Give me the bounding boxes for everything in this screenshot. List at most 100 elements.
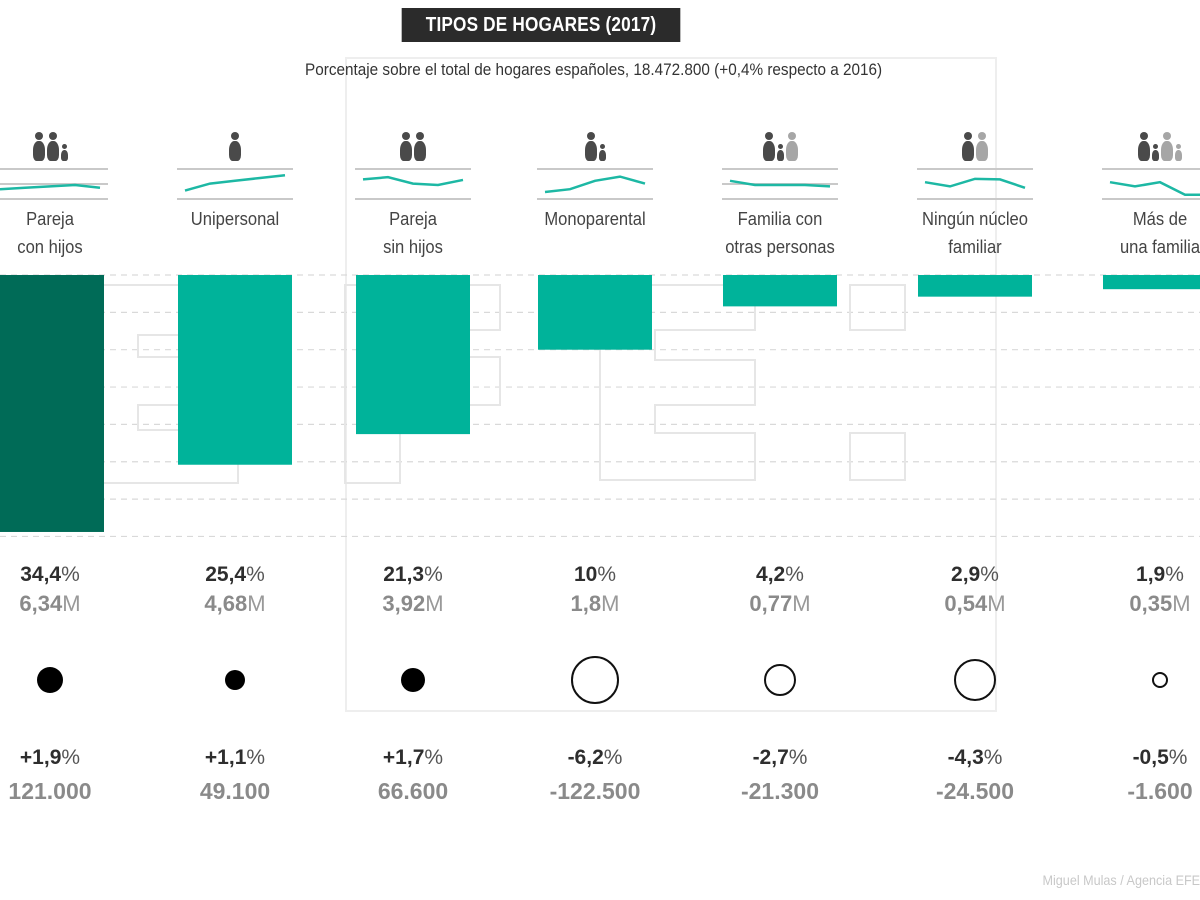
change-label: +1,7% 66.600 <box>328 745 498 811</box>
person-icon <box>1138 132 1150 161</box>
bar-unipersonal <box>178 275 292 465</box>
change-percent-unit: % <box>983 746 1003 769</box>
person-icon <box>414 132 426 161</box>
share-percent-unit: % <box>785 563 804 586</box>
value-label: 25,4% 4,68M <box>150 562 320 620</box>
bars <box>0 275 1200 532</box>
increase-dot-icon <box>401 668 425 692</box>
change-percent-value: +1,9 <box>19 746 62 769</box>
sparkline <box>355 168 471 200</box>
multiple-families-icon <box>1075 125 1200 161</box>
increase-dot-icon <box>37 667 63 693</box>
single-person-icon <box>150 125 320 161</box>
households-count: 3,92M <box>328 588 498 620</box>
change-indicator <box>1075 655 1200 705</box>
share-percent: 34,4% <box>0 562 135 588</box>
households-count-unit: M <box>601 591 620 616</box>
person-icon <box>598 144 606 161</box>
category-label: Ningún núcleo familiar <box>897 205 1053 261</box>
sparkline-trend <box>924 177 1026 189</box>
change-absolute: -24.500 <box>935 778 1014 804</box>
households-count: 0,35M <box>1075 588 1200 620</box>
sparkline-trend <box>729 179 831 188</box>
decrease-circle-icon <box>1152 672 1168 688</box>
single-parent-icon <box>510 125 680 161</box>
person-icon <box>785 132 798 161</box>
category-label-line1: Familia con <box>737 209 823 229</box>
households-count: 1,8M <box>510 588 680 620</box>
share-percent-value: 25,4 <box>205 563 247 586</box>
change-percent: +1,7% <box>328 745 498 771</box>
sparkline-trend <box>544 175 646 194</box>
change-absolute: -21.300 <box>740 778 819 804</box>
sparkline <box>1102 168 1200 200</box>
category-label: Monoparental <box>517 205 673 233</box>
watermark-outline <box>849 432 906 481</box>
increase-dot-icon <box>225 670 245 690</box>
person-icon <box>32 132 45 161</box>
category-label: Pareja sin hijos <box>335 205 491 261</box>
value-label: 2,9% 0,54M <box>890 562 1060 620</box>
change-absolute: 49.100 <box>199 778 271 804</box>
households-count-unit: M <box>425 591 444 616</box>
change-percent: +1,1% <box>150 745 320 771</box>
share-percent-unit: % <box>424 563 443 586</box>
column-header: Familia con otras personas <box>695 125 865 261</box>
chart-title: TIPOS DE HOGARES (2017) <box>401 8 681 42</box>
person-icon <box>584 132 597 161</box>
share-percent-value: 21,3 <box>383 563 425 586</box>
category-label-line1: Pareja <box>389 209 437 229</box>
credit-text: Miguel Mulas / Agencia EFE <box>1042 872 1200 888</box>
category-label: Unipersonal <box>157 205 313 233</box>
person-icon <box>762 132 775 161</box>
share-percent-value: 2,9 <box>951 563 981 586</box>
sparkline <box>177 168 293 200</box>
couple-with-child-icon <box>0 125 135 161</box>
person-icon <box>1152 144 1159 161</box>
column-header: Unipersonal <box>150 125 320 233</box>
person-icon <box>60 144 68 161</box>
column-header: Más de una familia <box>1075 125 1200 261</box>
value-label: 4,2% 0,77M <box>695 562 865 620</box>
change-percent: -2,7% <box>695 745 865 771</box>
change-percent-unit: % <box>603 746 623 769</box>
decrease-circle-icon <box>571 656 619 704</box>
bar-familia-con-otras-personas <box>723 275 837 307</box>
sparkline-trend <box>184 173 286 192</box>
change-indicator <box>510 655 680 705</box>
change-indicator <box>0 655 135 705</box>
sparkline-trend <box>1109 180 1200 197</box>
change-label: -6,2% -122.500 <box>510 745 680 811</box>
change-percent-unit: % <box>246 746 266 769</box>
couple-icon <box>328 125 498 161</box>
change-percent-value: -0,5 <box>1132 746 1169 769</box>
share-percent-value: 34,4 <box>20 563 62 586</box>
chart-subtitle: Porcentaje sobre el total de hogares esp… <box>305 60 883 79</box>
change-percent: +1,9% <box>0 745 135 771</box>
change-label: +1,1% 49.100 <box>150 745 320 811</box>
category-label-line1: Ningún núcleo <box>922 209 1028 229</box>
category-label: Pareja con hijos <box>0 205 128 261</box>
bar-monoparental <box>538 275 652 350</box>
family-with-others-icon <box>695 125 865 161</box>
column-header: Pareja con hijos <box>0 125 135 261</box>
households-count: 0,77M <box>695 588 865 620</box>
sparkline <box>0 168 108 200</box>
watermark-outline <box>599 284 756 481</box>
change-percent-value: +1,7 <box>382 746 425 769</box>
person-icon <box>46 132 59 161</box>
no-family-nucleus-icon <box>890 125 1060 161</box>
watermark-outline <box>344 284 501 484</box>
value-label: 34,4% 6,34M <box>0 562 135 620</box>
person-icon <box>976 132 988 161</box>
change-percent-unit: % <box>788 746 808 769</box>
share-percent-value: 1,9 <box>1136 563 1166 586</box>
change-percent: -6,2% <box>510 745 680 771</box>
share-percent: 2,9% <box>890 562 1060 588</box>
value-label: 21,3% 3,92M <box>328 562 498 620</box>
households-count-unit: M <box>792 591 811 616</box>
category-label-line2: familiar <box>948 237 1002 257</box>
person-icon <box>1175 144 1182 161</box>
share-percent-unit: % <box>246 563 265 586</box>
change-percent: -4,3% <box>890 745 1060 771</box>
